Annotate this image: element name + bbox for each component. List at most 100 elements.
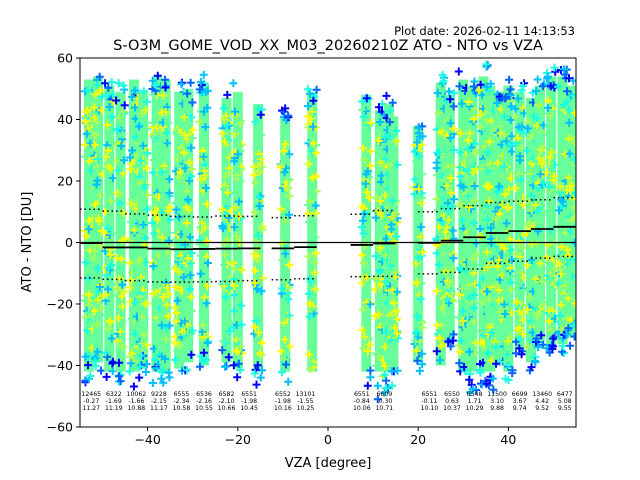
scatter-point — [495, 275, 504, 284]
scatter-point — [545, 153, 554, 162]
scatter-point — [411, 259, 420, 268]
scatter-point — [164, 368, 173, 377]
scatter-point — [113, 285, 122, 294]
scatter-point — [101, 207, 110, 216]
scatter-point — [526, 169, 535, 178]
scatter-point — [511, 112, 520, 121]
scatter-point — [385, 161, 394, 170]
scatter-point — [501, 309, 510, 318]
scatter-point — [360, 155, 369, 164]
scatter-point — [381, 384, 390, 393]
bin-std-label: 10.25 — [297, 405, 315, 412]
scatter-point — [93, 176, 102, 185]
scatter-point — [546, 225, 555, 234]
scatter-point — [199, 152, 208, 161]
scatter-point — [376, 197, 385, 205]
scatter-point — [117, 268, 126, 277]
scatter-point — [483, 215, 492, 224]
scatter-point — [514, 240, 523, 249]
scatter-point — [375, 267, 384, 276]
bin-count-label: 6551 — [241, 391, 257, 398]
scatter-point — [250, 323, 259, 332]
scatter-point — [381, 154, 390, 163]
scatter-point — [380, 388, 389, 397]
scatter-point — [507, 102, 516, 111]
scatter-point — [280, 335, 289, 344]
scatter-point — [435, 334, 444, 343]
scatter-point — [416, 294, 425, 303]
scatter-point — [389, 298, 398, 307]
scatter-point — [136, 136, 145, 145]
scatter-point — [476, 225, 485, 233]
y-tick-label: 20 — [57, 174, 73, 189]
scatter-point — [141, 106, 150, 115]
scatter-point — [135, 122, 143, 131]
scatter-point — [140, 183, 149, 192]
scatter-point — [433, 171, 442, 180]
scatter-point — [516, 334, 525, 343]
scatter-point — [229, 361, 238, 370]
scatter-point — [571, 109, 576, 118]
scatter-point — [525, 97, 536, 363]
scatter-point — [233, 191, 242, 200]
scatter-point — [142, 97, 151, 106]
scatter-point — [557, 325, 566, 334]
scatter-point — [568, 181, 576, 190]
scatter-point — [441, 228, 450, 236]
scatter-point — [459, 307, 468, 316]
scatter-point — [503, 350, 512, 359]
scatter-point — [532, 114, 541, 122]
scatter-point — [504, 204, 513, 213]
scatter-point — [483, 112, 492, 121]
scatter-point — [304, 102, 312, 111]
scatter-point — [382, 376, 391, 385]
scatter-point — [371, 213, 380, 222]
scatter-point — [117, 292, 126, 301]
scatter-point — [432, 195, 441, 203]
scatter-point — [165, 189, 174, 197]
scatter-point — [495, 182, 503, 191]
scatter-point — [285, 210, 293, 219]
scatter-point — [164, 289, 173, 298]
scatter-point — [86, 372, 95, 380]
scatter-point — [372, 349, 381, 358]
scatter-point — [437, 126, 446, 135]
scatter-point — [446, 95, 455, 104]
scatter-point — [223, 188, 232, 197]
scatter-point — [218, 129, 227, 138]
scatter-point — [487, 356, 496, 365]
bin-std-label: 10.58 — [173, 405, 191, 412]
scatter-point — [284, 377, 293, 386]
scatter-point — [511, 138, 520, 147]
scatter-point — [433, 89, 442, 97]
scatter-point — [171, 199, 180, 208]
scatter-point — [185, 233, 194, 242]
scatter-point — [91, 182, 100, 191]
scatter-point — [285, 261, 294, 269]
scatter-point — [566, 85, 576, 338]
scatter-point — [542, 253, 551, 262]
scatter-point — [469, 317, 478, 326]
bin-mean-label: 5.08 — [558, 398, 572, 405]
scatter-point — [84, 361, 92, 370]
scatter-point — [506, 91, 515, 100]
scatter-point — [128, 93, 137, 101]
scatter-point — [114, 79, 123, 88]
scatter-point — [281, 152, 290, 161]
scatter-point — [187, 306, 196, 315]
scatter-point — [418, 323, 427, 332]
scatter-point — [150, 229, 159, 238]
scatter-point — [487, 116, 496, 125]
scatter-point — [357, 223, 366, 232]
scatter-point — [221, 97, 232, 363]
scatter-point — [545, 317, 554, 326]
bin-count-label: 11500 — [487, 391, 507, 398]
scatter-point — [392, 315, 401, 324]
scatter-point — [417, 189, 426, 198]
scatter-point — [129, 382, 138, 391]
scatter-point — [179, 273, 188, 282]
scatter-point — [546, 269, 555, 278]
scatter-point — [140, 330, 149, 339]
scatter-point — [83, 326, 92, 335]
scatter-point — [90, 140, 99, 149]
